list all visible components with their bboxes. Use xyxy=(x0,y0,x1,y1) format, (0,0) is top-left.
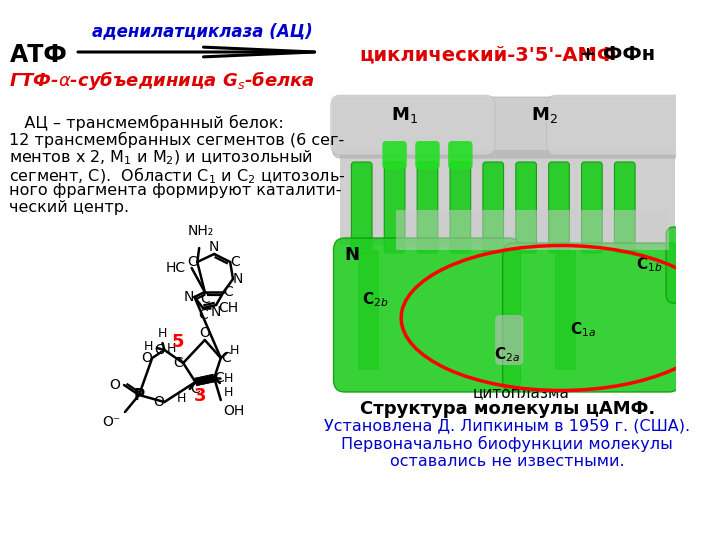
FancyArrow shape xyxy=(555,250,576,370)
Text: C$_{1a}$: C$_{1a}$ xyxy=(570,321,595,339)
Text: NH₂: NH₂ xyxy=(188,224,214,238)
FancyBboxPatch shape xyxy=(503,243,680,392)
Text: N: N xyxy=(211,305,221,319)
Text: АЦ – трансмембранный белок:: АЦ – трансмембранный белок: xyxy=(9,115,284,131)
Text: O: O xyxy=(153,395,164,409)
Text: O: O xyxy=(199,326,210,340)
Text: ческий центр.: ческий центр. xyxy=(9,200,130,215)
Text: 12 трансмембранных сегментов (6 сег-: 12 трансмембранных сегментов (6 сег- xyxy=(9,132,345,148)
FancyBboxPatch shape xyxy=(450,162,471,253)
FancyBboxPatch shape xyxy=(516,162,536,253)
FancyBboxPatch shape xyxy=(333,97,682,158)
Text: сегмент, C).  Области C$_1$ и C$_2$ цитозоль-: сегмент, C). Области C$_1$ и C$_2$ цитоз… xyxy=(9,166,346,186)
Text: C: C xyxy=(215,371,224,385)
Text: M$_1$: M$_1$ xyxy=(390,105,418,125)
Text: Первоначально биофункции молекулы: Первоначально биофункции молекулы xyxy=(341,436,673,452)
Text: N: N xyxy=(233,272,243,286)
Text: Установлена Д. Липкиным в 1959 г. (США).: Установлена Д. Липкиным в 1959 г. (США). xyxy=(324,418,690,433)
FancyBboxPatch shape xyxy=(448,141,472,169)
FancyBboxPatch shape xyxy=(666,227,720,303)
Text: N: N xyxy=(184,290,194,304)
Text: C: C xyxy=(198,308,208,322)
FancyBboxPatch shape xyxy=(483,162,503,253)
Text: 5: 5 xyxy=(171,333,184,351)
Text: H: H xyxy=(166,342,176,355)
Text: C$_{1b}$: C$_{1b}$ xyxy=(636,255,662,274)
Text: C: C xyxy=(230,255,240,269)
Text: OH: OH xyxy=(224,404,245,418)
FancyBboxPatch shape xyxy=(546,95,684,155)
Text: ментов x 2, M$_1$ и M$_2$) и цитозольный: ментов x 2, M$_1$ и M$_2$) и цитозольный xyxy=(9,149,313,167)
Text: H: H xyxy=(224,386,233,399)
Text: N: N xyxy=(345,246,360,264)
FancyBboxPatch shape xyxy=(417,162,438,253)
Text: CH: CH xyxy=(218,301,238,315)
Bar xyxy=(340,150,675,245)
Text: HC: HC xyxy=(166,261,186,275)
Text: аденилатциклаза (АЦ): аденилатциклаза (АЦ) xyxy=(91,22,312,40)
Text: цитоплазма: цитоплазма xyxy=(473,385,570,400)
Text: ного фрагмента формируют каталити-: ного фрагмента формируют каталити- xyxy=(9,183,342,198)
Text: C: C xyxy=(187,255,197,269)
Text: C: C xyxy=(200,292,210,306)
FancyBboxPatch shape xyxy=(382,141,407,169)
Text: C$_{2b}$: C$_{2b}$ xyxy=(361,291,388,309)
FancyBboxPatch shape xyxy=(351,162,372,253)
Text: C$_{2a}$: C$_{2a}$ xyxy=(495,346,521,365)
FancyArrow shape xyxy=(358,250,379,370)
Text: оставались не известными.: оставались не известными. xyxy=(390,454,625,469)
Text: циклический-3'5'-АМФ: циклический-3'5'-АМФ xyxy=(359,45,616,64)
FancyBboxPatch shape xyxy=(415,141,440,169)
Text: P: P xyxy=(133,388,145,402)
Text: ГТФ-$\alpha$-субъединица G$_s$-белка: ГТФ-$\alpha$-субъединица G$_s$-белка xyxy=(9,69,315,91)
FancyBboxPatch shape xyxy=(333,238,521,392)
Text: + ФФн: + ФФн xyxy=(573,45,655,64)
Text: C: C xyxy=(191,382,200,396)
Text: C: C xyxy=(155,343,164,357)
Text: 3: 3 xyxy=(194,387,207,405)
FancyBboxPatch shape xyxy=(495,315,523,365)
Bar xyxy=(397,210,669,250)
FancyBboxPatch shape xyxy=(330,95,495,155)
FancyBboxPatch shape xyxy=(384,162,405,253)
Text: H: H xyxy=(224,372,233,384)
Text: O⁻: O⁻ xyxy=(102,415,120,429)
Text: Структура молекулы цАМФ.: Структура молекулы цАМФ. xyxy=(360,400,655,418)
Text: H: H xyxy=(230,343,240,356)
Text: АТФ: АТФ xyxy=(9,43,67,67)
Text: N: N xyxy=(209,240,220,254)
Text: H: H xyxy=(176,392,186,405)
Text: H: H xyxy=(158,327,167,340)
Text: C: C xyxy=(224,285,233,299)
Text: C: C xyxy=(174,356,183,370)
Text: O: O xyxy=(109,378,120,392)
FancyBboxPatch shape xyxy=(614,162,635,253)
Text: O: O xyxy=(141,351,152,365)
FancyBboxPatch shape xyxy=(549,162,570,253)
FancyBboxPatch shape xyxy=(582,162,602,253)
Text: H: H xyxy=(144,341,153,354)
Text: M$_2$: M$_2$ xyxy=(531,105,558,125)
Text: C: C xyxy=(221,351,230,365)
